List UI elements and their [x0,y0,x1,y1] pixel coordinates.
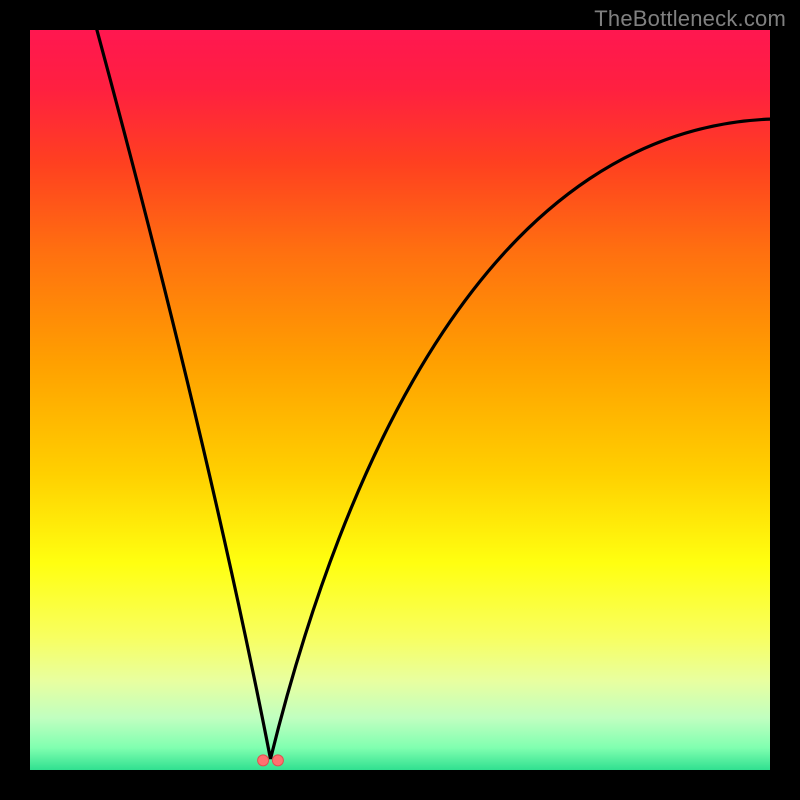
valley-marker [258,755,269,766]
watermark-text: TheBottleneck.com [594,6,786,32]
chart-container: TheBottleneck.com [0,0,800,800]
bottleneck-chart [0,0,800,800]
valley-marker [272,755,283,766]
